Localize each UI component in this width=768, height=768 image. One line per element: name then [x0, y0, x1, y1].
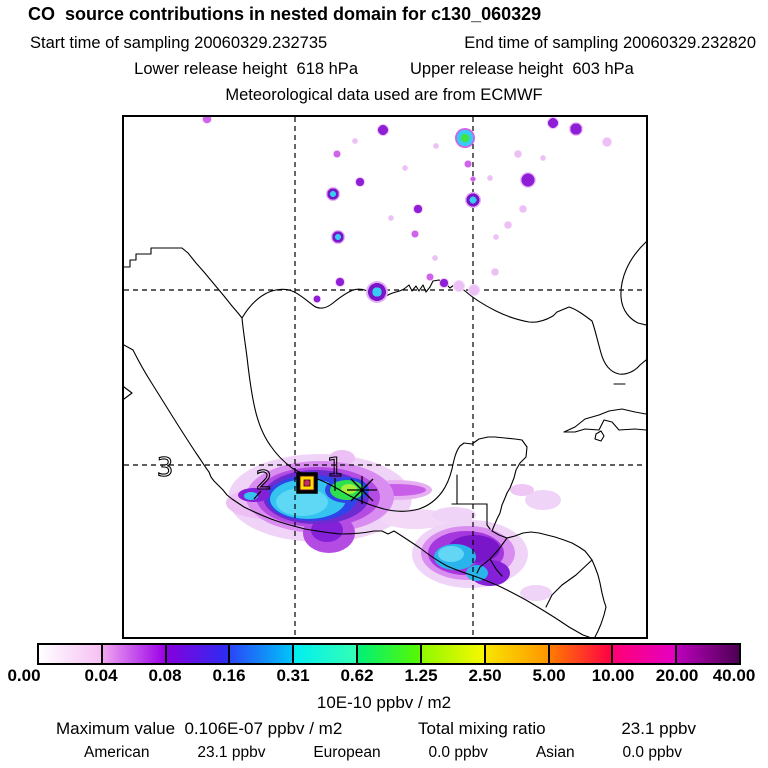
- region-name: European: [313, 744, 381, 761]
- colorbar-tick-label: 20.00: [655, 666, 699, 685]
- colorbar-tick-label: 0.00: [7, 666, 41, 685]
- colorbar-ticks: 0.00 0.04 0.08 0.16 0.31 0.62 1.25 2.50 5.00 10.0…: [0, 666, 768, 688]
- region-contributions-line: American 23.1 ppbv European 0.0 ppbv Asi…: [84, 744, 682, 762]
- colorbar-tick-label: 0.31: [276, 666, 310, 685]
- trajectory-label-1: 1: [327, 453, 344, 483]
- colorbar-segment: [421, 645, 486, 663]
- colorbar-tick-label: 1.25: [404, 666, 438, 685]
- release-point-marker: [296, 472, 318, 494]
- release-heights-line: Lower release height 618 hPa Upper relea…: [60, 60, 708, 79]
- colorbar-tick-label: 0.04: [84, 666, 118, 685]
- region-value: 23.1 ppbv: [197, 744, 266, 761]
- colorbar-segment: [358, 645, 422, 663]
- region-name: American: [84, 744, 150, 761]
- colorbar-segment: [294, 645, 359, 663]
- trajectory-label-leaders: [253, 478, 336, 500]
- colorbar-segment: [166, 645, 231, 663]
- colorbar-unit-label: 10E-10 ppbv / m2: [316, 693, 452, 712]
- colorbar-tick-label: 0.62: [340, 666, 374, 685]
- region-value: 0.0 ppbv: [428, 744, 488, 761]
- plume-guatemala: [412, 520, 552, 601]
- colorbar-segments: [39, 645, 739, 663]
- colorbar-tick-label: 2.50: [468, 666, 502, 685]
- coastlines: [124, 241, 646, 637]
- meteorology-text: Meteorological data used are from ECMWF: [225, 86, 543, 104]
- region-value: 0.0 ppbv: [622, 744, 682, 761]
- colorbar-tick-label: 5.00: [532, 666, 566, 685]
- colorbar-tick-label: 10.00: [591, 666, 635, 685]
- colorbar-tick-label: 0.08: [148, 666, 182, 685]
- sampling-times-line: Start time of sampling 20060329.232735 E…: [30, 34, 756, 53]
- colorbar-segment: [230, 645, 295, 663]
- total-mixing-ratio-value: 23.1 ppbv: [621, 719, 696, 738]
- trajectory-labels: 1 2 3: [156, 452, 344, 496]
- summary-line: Maximum value 0.106E-07 ppbv / m2 Total …: [56, 719, 696, 739]
- map-svg: 1 2 3: [124, 117, 646, 637]
- end-time-text: End time of sampling 20060329.232820: [464, 34, 756, 52]
- colorbar-segment: [549, 645, 614, 663]
- lower-release-text: Lower release height 618 hPa: [134, 60, 358, 78]
- map-canvas: 1 2 3: [122, 115, 648, 639]
- colorbar-segment: [613, 645, 678, 663]
- colorbar-segment: [39, 645, 103, 663]
- colorbar: [37, 643, 741, 665]
- colorbar-tick-label: 0.16: [212, 666, 246, 685]
- region-name: Asian: [535, 744, 575, 761]
- gridlines: [124, 117, 646, 637]
- upper-release-text: Upper release height 603 hPa: [410, 60, 634, 78]
- colorbar-tick-label: 40.00: [712, 666, 756, 685]
- colorbar-segment: [102, 645, 167, 663]
- colorbar-segment: [485, 645, 550, 663]
- total-mixing-ratio-label: Total mixing ratio: [418, 719, 546, 738]
- trajectory-label-3: 3: [157, 453, 174, 483]
- colorbar-segment: [677, 645, 739, 663]
- page-title: CO source contributions in nested domain…: [28, 4, 542, 24]
- start-time-text: Start time of sampling 20060329.232735: [30, 34, 328, 52]
- sampling-asterisk-marker: [347, 476, 377, 504]
- maximum-value-text: Maximum value 0.106E-07 ppbv / m2: [56, 719, 343, 738]
- trajectory-label-2: 2: [256, 466, 273, 496]
